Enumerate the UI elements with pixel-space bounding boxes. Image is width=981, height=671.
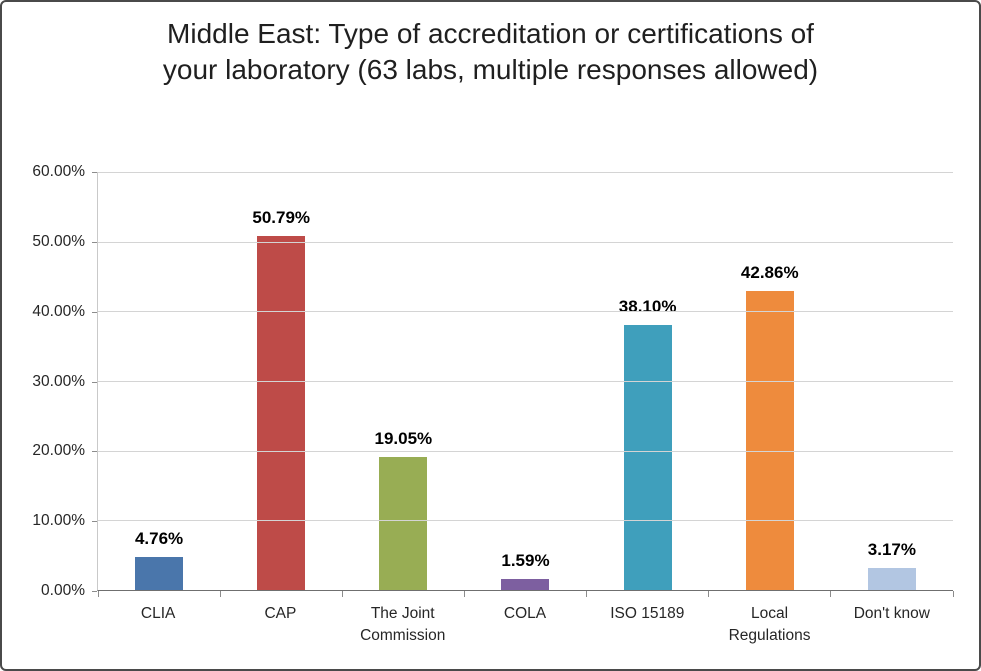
bar-slot: 19.05%	[342, 172, 464, 590]
y-axis-label: 10.00%	[32, 512, 85, 530]
gridline	[98, 241, 953, 243]
x-axis-label: CAP	[264, 605, 297, 622]
bar	[745, 291, 794, 590]
x-axis-tick	[830, 591, 832, 597]
bar-value-label: 1.59%	[501, 550, 550, 570]
bar-value-label: 4.76%	[134, 528, 184, 548]
chart-title: Middle East: Type of accreditation or ce…	[162, 18, 819, 86]
x-axis-label: Don't know	[853, 605, 930, 622]
y-axis-tick	[92, 521, 97, 523]
bar	[257, 236, 306, 590]
x-axis: CLIA CAP The Joint Commission COLA ISO 15189…	[97, 603, 953, 648]
bar-value-label: 19.05%	[374, 429, 433, 449]
x-axis-tick	[952, 591, 954, 597]
gridline	[98, 172, 953, 173]
y-axis-tick	[92, 381, 97, 383]
y-axis-label: 0.00%	[41, 582, 85, 599]
bars-container: 4.76% 50.79% 19.05% 1.59% 38.10% 42.86% 3.17%	[98, 172, 953, 590]
gridline	[98, 520, 953, 522]
bar-slot: 42.86%	[709, 172, 831, 590]
gridline	[98, 381, 953, 382]
y-axis-tick	[92, 451, 97, 453]
x-axis-tick	[341, 591, 343, 597]
y-axis-tick	[92, 591, 97, 592]
x-axis-tick	[586, 591, 588, 597]
bar	[623, 324, 672, 590]
bar-slot: 50.79%	[220, 172, 342, 590]
bar-value-label: 38.10%	[618, 296, 677, 316]
y-axis-tick	[92, 241, 97, 243]
gridline	[98, 311, 953, 313]
y-axis-tick	[92, 311, 97, 313]
bar-slot: 3.17%	[831, 172, 953, 590]
x-axis-label: COLA	[503, 605, 547, 622]
bar-value-label: 42.86%	[740, 263, 799, 283]
bar	[867, 567, 916, 590]
y-axis-label: 20.00%	[32, 442, 85, 460]
bar-slot: 4.76%	[98, 172, 220, 590]
bar-slot: 38.10%	[587, 172, 709, 590]
y-axis-label: 40.00%	[32, 302, 85, 320]
x-axis-tick	[708, 591, 710, 597]
x-axis-label: The Joint Commission	[360, 605, 446, 645]
x-axis-tick	[463, 591, 465, 597]
plot-area: 4.76% 50.79% 19.05% 1.59% 38.10% 42.86% 3.17%	[97, 172, 954, 597]
x-axis-tick	[97, 591, 99, 597]
bar-slot: 1.59%	[464, 172, 586, 590]
x-axis-label: CLIA	[140, 605, 176, 622]
y-axis-label: 30.00%	[32, 372, 85, 390]
y-axis-label: 50.00%	[32, 232, 85, 250]
bar	[501, 578, 550, 590]
bar	[379, 457, 428, 590]
y-axis: 0.00% 10.00% 20.00% 30.00% 40.00% 50.00% 60.00…	[2, 163, 97, 599]
x-axis-tick	[219, 591, 221, 597]
gridline	[98, 450, 953, 452]
x-axis-label: Local Regulations	[728, 605, 811, 645]
x-axis-label: ISO 15189	[610, 605, 685, 622]
y-axis-label: 60.00%	[32, 163, 85, 180]
bar-value-label: 3.17%	[867, 539, 917, 559]
bar	[135, 556, 184, 590]
bar-value-label: 50.79%	[252, 208, 311, 228]
y-axis-tick	[92, 172, 97, 173]
